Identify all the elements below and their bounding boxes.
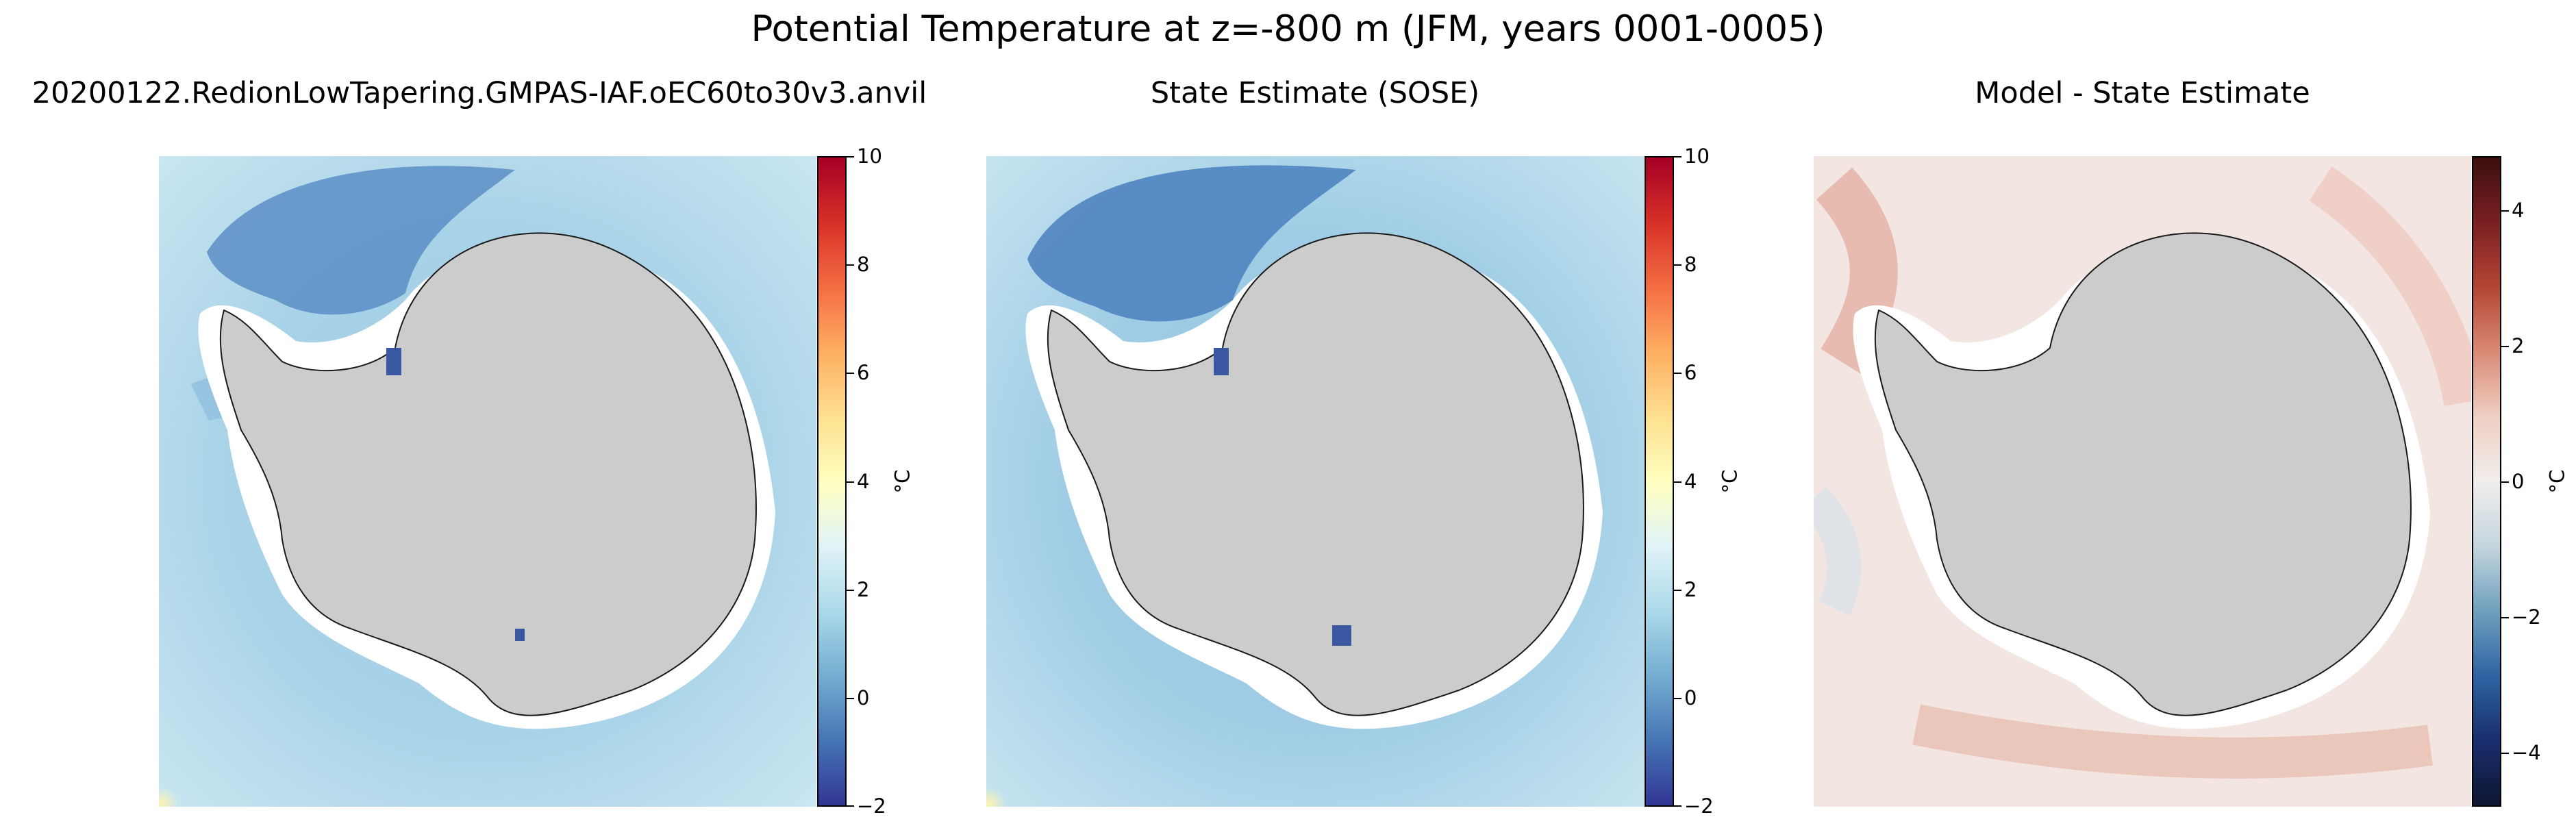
panel-1-map <box>159 156 816 807</box>
antarctica-landmass <box>219 232 757 716</box>
panel-1-tick: 2 <box>857 578 870 601</box>
panel-2-tick: 8 <box>1684 253 1697 276</box>
panel-1-tick: 10 <box>857 144 882 168</box>
panel-2-colorbar-unit: °C <box>1718 469 1742 494</box>
panel-3-tick: −4 <box>2512 741 2541 764</box>
weddell-cold-region <box>1027 165 1356 322</box>
panel-2-tick: 6 <box>1684 361 1697 384</box>
panel-3-tick: −2 <box>2512 605 2541 629</box>
panel-3-title: Model - State Estimate <box>1975 76 2310 110</box>
panel-2-tick: 0 <box>1684 686 1697 709</box>
cold-patch <box>1332 625 1351 646</box>
panel-2-tick: 4 <box>1684 470 1697 493</box>
figure-title: Potential Temperature at z=-800 m (JFM, … <box>751 8 1825 50</box>
panel-1-tick: 6 <box>857 361 870 384</box>
warm-anomaly <box>2309 166 2471 407</box>
cold-patch <box>1214 348 1229 375</box>
panel-1-tick: 0 <box>857 686 870 709</box>
panel-2-colorbar <box>1645 156 1674 807</box>
panel-1-colorbar-unit: °C <box>890 469 914 494</box>
warm-anomaly <box>1912 704 2433 779</box>
warm-corner <box>159 683 282 807</box>
panel-3-colorbar-unit: °C <box>2545 469 2569 494</box>
panel-1-tick: −2 <box>857 794 886 818</box>
panel-2-tick: 10 <box>1684 144 1710 168</box>
cold-patch <box>515 629 525 641</box>
panel-2-title: State Estimate (SOSE) <box>1150 76 1480 110</box>
cold-patch <box>386 348 401 375</box>
warm-anomaly <box>1816 167 1898 375</box>
panel-3-colorbar <box>2472 156 2501 807</box>
panel-1-title: 20200122.RedionLowTapering.GMPAS-IAF.oEC… <box>32 76 927 110</box>
warm-corner <box>986 683 1110 807</box>
panel-2-tick: 2 <box>1684 578 1697 601</box>
antarctica-landmass <box>1874 232 2412 716</box>
panel-2-tick: −2 <box>1684 794 1714 818</box>
weddell-cold-region <box>207 166 515 315</box>
panel-1-colorbar <box>817 156 847 807</box>
panel-3-map <box>1814 156 2471 807</box>
panel-2-map <box>986 156 1644 807</box>
panel-1-tick: 4 <box>857 470 870 493</box>
panel-3-tick: 2 <box>2512 334 2525 357</box>
panel-1-tick: 8 <box>857 253 870 276</box>
antarctica-landmass <box>1047 232 1584 716</box>
panel-3-tick: 4 <box>2512 199 2525 222</box>
cool-anomaly <box>1814 486 1862 616</box>
panel-3-tick: 0 <box>2512 470 2525 493</box>
